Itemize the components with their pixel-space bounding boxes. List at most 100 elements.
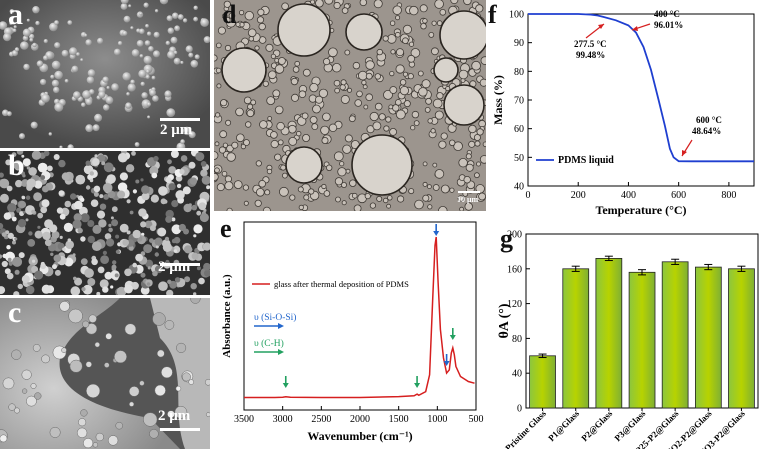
particle bbox=[22, 158, 31, 167]
droplet bbox=[419, 4, 428, 13]
particle bbox=[40, 175, 46, 180]
particle bbox=[84, 268, 94, 278]
particle bbox=[28, 167, 37, 176]
particle bbox=[16, 151, 24, 155]
droplet bbox=[431, 20, 437, 26]
particle bbox=[85, 160, 91, 166]
droplet bbox=[256, 16, 265, 24]
droplet bbox=[255, 160, 262, 167]
annotation-text: 600 °C bbox=[696, 115, 722, 125]
particle bbox=[149, 89, 157, 97]
particle bbox=[139, 380, 145, 386]
particle bbox=[111, 83, 119, 91]
particle bbox=[11, 152, 17, 157]
droplet bbox=[243, 139, 250, 146]
particle bbox=[111, 219, 119, 227]
droplet bbox=[333, 79, 341, 87]
droplet bbox=[250, 99, 257, 106]
droplet bbox=[420, 23, 427, 30]
particle bbox=[165, 40, 170, 46]
particle bbox=[193, 16, 199, 22]
particle bbox=[110, 216, 114, 220]
panel-e-ftir-chart: 3500 3000 2500 2000 1500 1000 500 Wavenumber (c… bbox=[214, 214, 486, 449]
droplet bbox=[395, 31, 401, 38]
droplet bbox=[389, 71, 395, 77]
droplet bbox=[220, 99, 228, 107]
droplet bbox=[274, 153, 282, 161]
particle bbox=[143, 64, 153, 74]
particle bbox=[119, 223, 129, 233]
particle bbox=[138, 208, 147, 217]
particle bbox=[25, 218, 29, 222]
particle bbox=[184, 245, 193, 254]
particle bbox=[86, 383, 101, 398]
droplet bbox=[364, 193, 371, 200]
particle bbox=[32, 6, 40, 14]
particle bbox=[171, 200, 179, 208]
droplet bbox=[341, 7, 349, 14]
droplet bbox=[411, 110, 420, 119]
droplet bbox=[365, 72, 373, 80]
particle bbox=[50, 252, 54, 256]
particle bbox=[106, 238, 115, 247]
particle bbox=[54, 70, 63, 80]
particle bbox=[176, 142, 186, 148]
droplet bbox=[224, 16, 231, 23]
droplet bbox=[354, 99, 363, 107]
particle bbox=[168, 166, 176, 174]
particle bbox=[0, 254, 3, 259]
particle bbox=[96, 291, 101, 295]
particle bbox=[97, 37, 104, 45]
particle bbox=[160, 198, 167, 205]
large-droplet bbox=[351, 134, 413, 196]
droplet bbox=[334, 177, 344, 186]
particle bbox=[139, 12, 143, 16]
particle bbox=[53, 254, 62, 263]
particle bbox=[48, 132, 52, 136]
particle bbox=[180, 155, 188, 162]
particle bbox=[22, 35, 29, 41]
particle bbox=[87, 220, 95, 227]
particle bbox=[15, 179, 23, 188]
droplet bbox=[432, 98, 443, 109]
particle bbox=[131, 281, 139, 290]
particle bbox=[87, 278, 96, 286]
particle bbox=[49, 224, 58, 233]
particle bbox=[31, 265, 39, 273]
particle bbox=[165, 215, 173, 223]
particle bbox=[103, 194, 109, 200]
contact-angle-chart-svg: 0 40 80 120 160 200 θA (°) Pristine GlassP1@Gla… bbox=[497, 230, 759, 449]
particle bbox=[72, 219, 82, 229]
particle bbox=[80, 58, 84, 62]
particle bbox=[157, 227, 167, 237]
particle bbox=[206, 185, 210, 190]
droplet bbox=[359, 0, 367, 7]
arrow-head bbox=[278, 323, 284, 329]
particle bbox=[164, 90, 172, 98]
particle bbox=[84, 33, 88, 37]
particle bbox=[81, 287, 86, 292]
panel-label-a: a bbox=[8, 0, 23, 31]
particle bbox=[108, 227, 113, 233]
particle bbox=[12, 256, 23, 267]
large-droplet bbox=[221, 47, 267, 93]
droplet bbox=[434, 110, 444, 120]
droplet bbox=[226, 207, 233, 211]
particle bbox=[135, 179, 140, 184]
droplet bbox=[479, 78, 486, 87]
particle bbox=[177, 14, 184, 20]
particle bbox=[69, 359, 83, 373]
droplet bbox=[310, 0, 316, 5]
particle bbox=[21, 195, 26, 200]
particle bbox=[143, 2, 149, 8]
legend-label: glass after thermal deposition of PDMS bbox=[274, 279, 409, 289]
particle bbox=[161, 366, 173, 379]
droplet bbox=[335, 196, 341, 203]
particle bbox=[126, 230, 131, 235]
particle bbox=[143, 55, 152, 65]
droplet bbox=[383, 125, 390, 132]
particle bbox=[92, 442, 99, 448]
droplet bbox=[341, 181, 348, 188]
particle bbox=[128, 386, 140, 397]
droplet bbox=[402, 37, 409, 44]
